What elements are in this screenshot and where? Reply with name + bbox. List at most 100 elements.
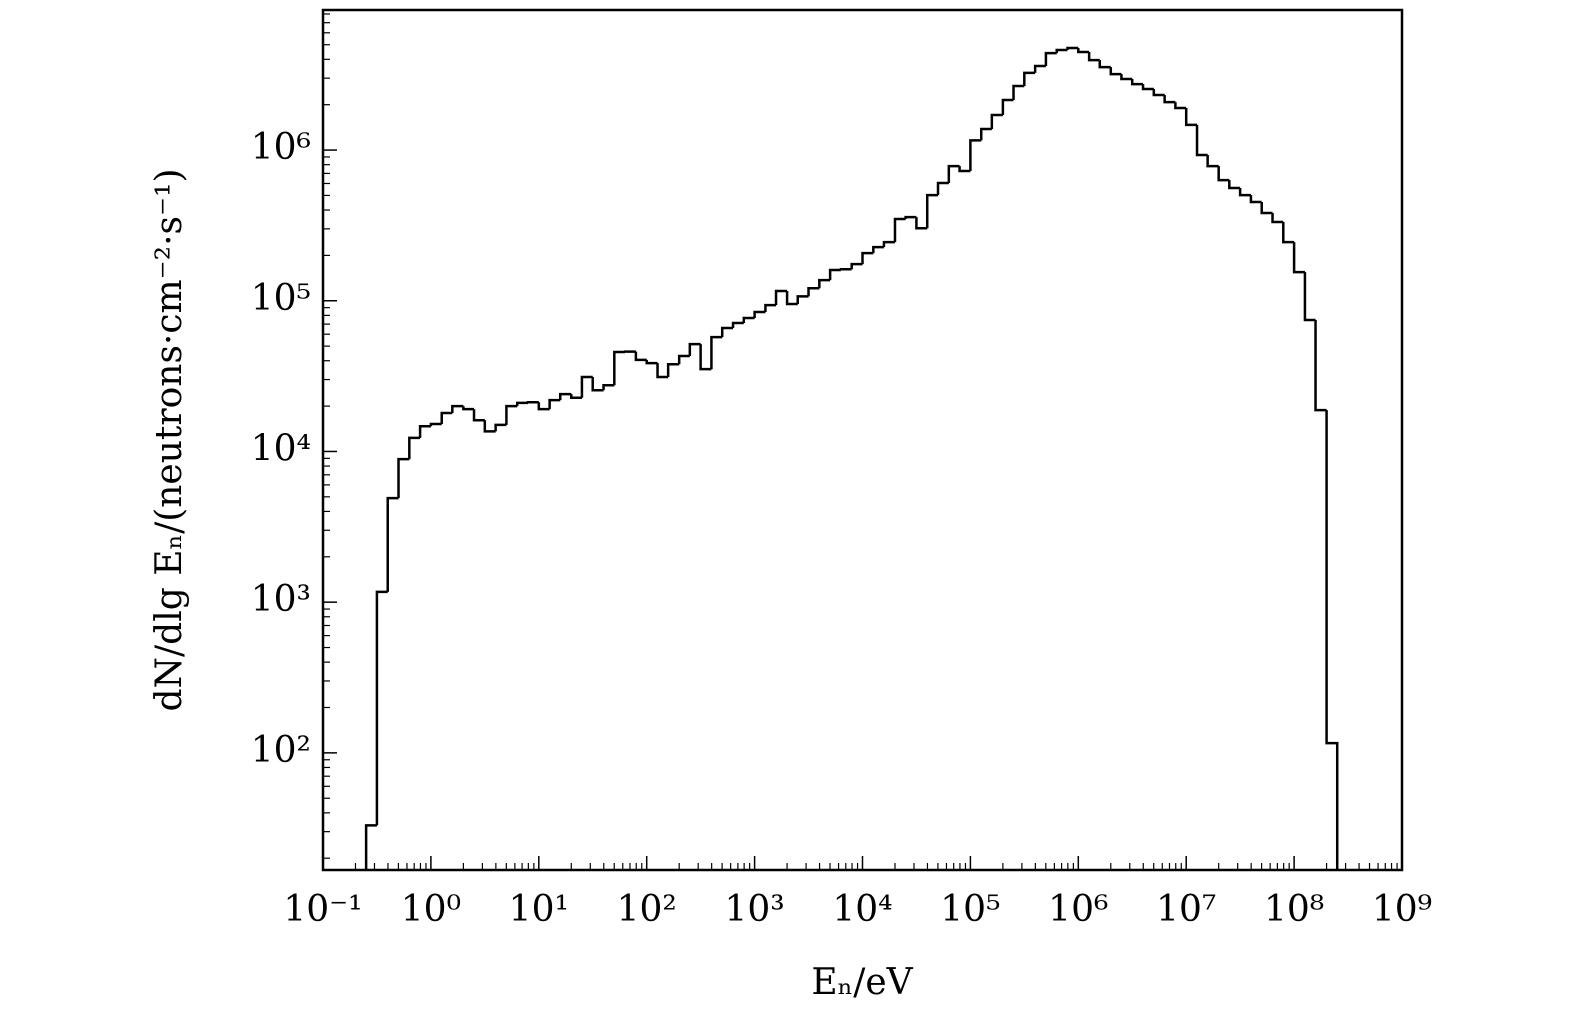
- y-tick-label: 10²: [251, 730, 311, 771]
- histogram-step: [1206, 155, 1219, 168]
- histogram-step: [1174, 102, 1187, 110]
- histogram-step: [958, 166, 971, 173]
- histogram-step: [915, 217, 928, 230]
- histogram-step: [1292, 242, 1305, 274]
- histogram-step: [720, 326, 734, 338]
- histogram-step: [386, 496, 399, 592]
- histogram-step: [408, 436, 421, 460]
- x-tick-label: 10¹: [509, 889, 569, 930]
- histogram-step: [1152, 89, 1165, 97]
- histogram-step: [818, 278, 831, 289]
- y-tick-label: 10³: [251, 579, 311, 620]
- x-tick-label: 10⁶: [1048, 889, 1108, 930]
- histogram-step: [1109, 67, 1122, 76]
- y-tick-label: 10⁴: [251, 428, 311, 469]
- histogram-step: [979, 127, 992, 141]
- histogram-step: [483, 420, 496, 433]
- histogram-step: [785, 291, 798, 306]
- histogram-step: [1044, 51, 1057, 67]
- histogram-step: [1055, 48, 1068, 54]
- histogram-step: [462, 406, 475, 411]
- histogram-step: [375, 590, 388, 826]
- histogram-step: [710, 335, 723, 370]
- histogram-step: [429, 422, 442, 427]
- histogram-step: [1130, 79, 1144, 86]
- histogram-step: [807, 287, 820, 297]
- y-axis-title: dN/dlg Eₙ/(neutrons·cm⁻²·s⁻¹): [149, 168, 190, 711]
- histogram-step: [1314, 320, 1327, 412]
- plot-frame: [321, 8, 1404, 872]
- x-tick-label: 10⁷: [1156, 889, 1216, 930]
- histogram-step: [1098, 60, 1111, 69]
- histogram-step: [613, 350, 626, 386]
- histogram-step: [440, 411, 453, 425]
- histogram-step: [451, 404, 464, 413]
- histogram-step: [1217, 166, 1230, 182]
- histogram-step: [828, 268, 841, 281]
- histogram-step: [645, 359, 658, 365]
- histogram-step: [1282, 222, 1295, 244]
- histogram-step: [969, 139, 982, 172]
- histogram-step: [731, 321, 744, 329]
- histogram-step: [753, 310, 766, 319]
- histogram-step: [936, 181, 949, 196]
- histogram-step: [947, 164, 960, 184]
- y-tick-label: 10⁵: [251, 278, 311, 319]
- histogram-step: [515, 401, 528, 407]
- histogram-step: [764, 303, 777, 313]
- histogram-step: [1260, 202, 1273, 215]
- histogram-step: [1087, 52, 1100, 62]
- histogram-step: [1184, 108, 1198, 127]
- histogram-step: [1325, 410, 1339, 870]
- histogram-step: [1066, 46, 1079, 51]
- histogram-step: [558, 392, 572, 401]
- histogram-step: [904, 215, 917, 219]
- histogram-step: [1033, 64, 1046, 73]
- histogram-step: [1141, 84, 1154, 91]
- histogram-step: [548, 398, 561, 410]
- x-tick-label: 10⁴: [832, 889, 892, 930]
- histogram-step: [364, 824, 377, 870]
- histogram-step: [699, 344, 712, 371]
- histogram-step: [1303, 272, 1316, 322]
- histogram-step: [1249, 195, 1262, 204]
- histogram-step: [839, 267, 852, 271]
- histogram-step: [861, 251, 874, 265]
- histogram-step: [1238, 188, 1251, 197]
- x-tick-label: 10⁻¹: [283, 889, 362, 930]
- x-tick-label: 10⁵: [940, 889, 1000, 930]
- histogram-step: [893, 217, 906, 243]
- histogram-step: [882, 240, 895, 248]
- histogram-step: [634, 351, 647, 362]
- y-tick-label: 10⁶: [251, 127, 311, 168]
- histogram-step: [505, 404, 518, 425]
- histogram-step: [796, 295, 809, 305]
- histogram-step: [1077, 47, 1090, 54]
- histogram-step: [925, 193, 939, 229]
- histogram-step: [1001, 98, 1014, 115]
- histogram-step: [688, 342, 701, 356]
- x-tick-label: 10⁹: [1372, 889, 1432, 930]
- histogram-step: [850, 262, 863, 270]
- histogram-step: [1271, 213, 1284, 224]
- histogram-step: [580, 375, 593, 398]
- x-tick-label: 10²: [617, 889, 677, 930]
- x-axis-title: Eₙ/eV: [811, 962, 913, 1003]
- histogram-step: [570, 394, 582, 400]
- x-tick-label: 10³: [724, 889, 784, 930]
- histogram-step: [472, 409, 485, 422]
- histogram-step: [397, 457, 410, 499]
- x-tick-label: 10⁸: [1264, 889, 1324, 930]
- histogram-step: [774, 289, 788, 306]
- histogram-step: [666, 363, 680, 377]
- histogram-step: [1120, 74, 1133, 81]
- histogram-step: [526, 401, 539, 404]
- histogram-step: [591, 376, 604, 392]
- histogram-step: [418, 424, 431, 438]
- histogram-step: [1228, 180, 1241, 190]
- histogram-step: [677, 354, 690, 365]
- histogram-step: [537, 402, 550, 411]
- x-tick-label: 10⁰: [401, 889, 461, 930]
- histogram-step: [1012, 84, 1025, 100]
